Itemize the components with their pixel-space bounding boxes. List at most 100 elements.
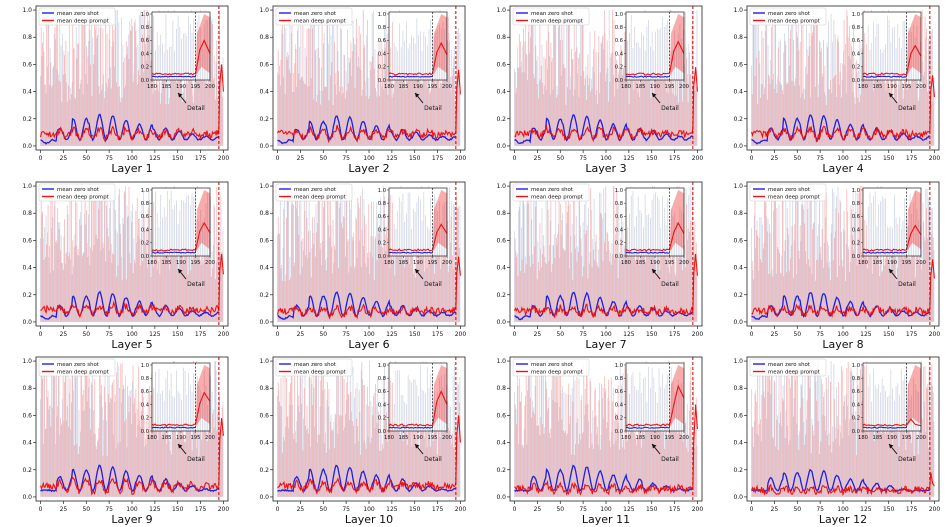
- x-tick-label: 0: [513, 506, 517, 513]
- chart-svg: 0 25 50 75 100 125 150 175 200 0.0 0.2 0.4 0.6 0.8 1.0…: [259, 5, 466, 175]
- inset-y-tick-label: 0.2: [615, 65, 623, 71]
- detail-arrow-head: [889, 269, 894, 274]
- detail-inset: 180 185 190 195 200 0.0 0.2 0.4 0.6 0.8 1.0: [141, 11, 215, 90]
- inset-y-tick-label: 1.0: [378, 188, 386, 194]
- x-tick-label: 75: [105, 155, 113, 162]
- y-tick-label: 0.8: [496, 34, 506, 41]
- inset-zero-shot-line: [862, 75, 907, 78]
- inset-y-tick-label: 0.0: [615, 254, 623, 260]
- x-tick-label: 25: [534, 506, 542, 513]
- inset-x-tick-label: 190: [650, 435, 660, 441]
- x-tick-label: 0: [750, 155, 754, 162]
- inset-background: [863, 188, 921, 256]
- inset-uncertainty-wedge: [432, 364, 447, 428]
- y-tick-label: 0.6: [733, 61, 743, 68]
- legend: mean zero shot mean deep prompt: [749, 7, 827, 26]
- x-tick-label: 200: [692, 331, 704, 338]
- inset-y-tick-label: 0.2: [852, 241, 860, 247]
- inset-background: [389, 12, 447, 80]
- inset-x-tick-label: 195: [665, 435, 675, 441]
- inset-y-tick-label: 0.6: [852, 38, 860, 44]
- detail-label: Detail: [898, 105, 916, 112]
- inset-deep-prompt-line: [625, 221, 685, 252]
- x-tick-label: 150: [883, 506, 895, 513]
- zero-shot-mean-line: [751, 468, 931, 493]
- inset-background: [152, 12, 210, 80]
- inset-y-tick-label: 1.0: [615, 363, 623, 369]
- x-tick-label: 100: [837, 331, 849, 338]
- inset-deep-prompt-line: [151, 391, 211, 427]
- x-tick-label: 175: [432, 331, 444, 338]
- x-tick-label: 150: [646, 506, 658, 513]
- y-tick-label: 0.2: [259, 116, 269, 123]
- inset-uncertainty-wedge: [906, 13, 921, 77]
- x-tick-label: 0: [39, 155, 43, 162]
- inset-x-tick-label: 190: [650, 84, 660, 90]
- detail-inset: 180 185 190 195 200 0.0 0.2 0.4 0.6 0.8 1.0: [852, 187, 926, 266]
- inset-zero-shot-line: [625, 426, 670, 429]
- inset-x-tick-label: 185: [873, 435, 883, 441]
- y-tick-label: 0.8: [733, 385, 743, 392]
- y-tick-label: 0.4: [259, 89, 269, 96]
- x-tick-label: 200: [455, 331, 467, 338]
- inset-zero-shot-line: [625, 75, 670, 78]
- inset-y-tick-label: 1.0: [378, 12, 386, 18]
- inset-x-tick-label: 195: [665, 84, 675, 90]
- x-tick-label: 50: [319, 155, 327, 162]
- y-tick-label: 0.6: [733, 237, 743, 244]
- inset-x-tick-label: 180: [147, 84, 157, 90]
- x-tick-label: 200: [218, 331, 230, 338]
- inset-x-tick-label: 185: [636, 435, 646, 441]
- inset-zero-shot-line: [625, 251, 670, 254]
- y-tick-label: 0.2: [496, 292, 506, 299]
- x-tick-label: 150: [409, 155, 421, 162]
- legend-box: [512, 7, 590, 26]
- inset-x-tick-label: 195: [665, 260, 675, 266]
- y-tick-label: 1.0: [22, 7, 32, 14]
- legend-deep-prompt-label: mean deep prompt: [768, 19, 820, 25]
- legend-box: [275, 358, 353, 377]
- y-tick-label: 0.0: [22, 319, 32, 326]
- y-tick-label: 0.2: [496, 116, 506, 123]
- legend: mean zero shot mean deep prompt: [275, 183, 353, 202]
- zero-shot-mean-line: [40, 464, 220, 493]
- y-tick-label: 0.4: [259, 440, 269, 447]
- y-tick-label: 0.0: [259, 143, 269, 150]
- x-tick-label: 200: [929, 506, 941, 513]
- detail-label: Detail: [187, 105, 205, 112]
- inset-x-tick-label: 190: [413, 84, 423, 90]
- inset-y-tick-label: 1.0: [141, 188, 149, 194]
- inset-x-tick-label: 190: [176, 435, 186, 441]
- legend-deep-prompt-label: mean deep prompt: [531, 370, 583, 376]
- legend-deep-prompt-label: mean deep prompt: [768, 195, 820, 201]
- inset-y-tick-label: 0.0: [141, 254, 149, 260]
- inset-y-tick-label: 0.4: [378, 51, 387, 57]
- inset-y-tick-label: 1.0: [852, 188, 860, 194]
- y-tick-label: 0.4: [733, 265, 743, 272]
- inset-x-tick-label: 200: [916, 84, 926, 90]
- inset-x-tick-label: 185: [399, 435, 409, 441]
- x-tick-label: 50: [319, 331, 327, 338]
- x-tick-label: 175: [195, 331, 207, 338]
- inset-y-tick-label: 0.4: [615, 227, 624, 233]
- legend: mean zero shot mean deep prompt: [38, 358, 116, 377]
- deep-prompt-mean-line: [40, 253, 224, 319]
- inset-y-tick-label: 0.4: [378, 227, 387, 233]
- y-tick-label: 1.0: [733, 358, 743, 365]
- x-tick-label: 50: [82, 331, 90, 338]
- detail-arrow-head: [652, 444, 657, 449]
- inset-zero-shot-line: [862, 426, 907, 429]
- inset-y-tick-label: 0.6: [615, 214, 623, 220]
- chart-svg: 0 25 50 75 100 125 150 175 200 0.0 0.2 0.4 0.6 0.8 1.0…: [259, 181, 467, 351]
- chart-panel-6: 0 25 50 75 100 125 150 175 200 0.0 0.2 0.4 0.6 0.8 1.0…: [237, 176, 474, 352]
- inset-y-tick-label: 0.6: [378, 38, 386, 44]
- legend-zero-shot-label: mean zero shot: [294, 187, 336, 193]
- inset-y-tick-label: 0.6: [378, 389, 386, 395]
- inset-deep-prompt-line: [625, 384, 685, 427]
- inset-y-tick-label: 0.8: [615, 25, 623, 31]
- chart-panel-8: 0 25 50 75 100 125 150 175 200 0.0 0.2 0.4 0.6 0.8 1.0…: [711, 176, 948, 352]
- x-tick-label: 200: [455, 506, 467, 513]
- legend-deep-prompt-label: mean deep prompt: [294, 370, 346, 376]
- y-tick-label: 0.8: [259, 34, 269, 41]
- x-tick-label: 125: [149, 331, 161, 338]
